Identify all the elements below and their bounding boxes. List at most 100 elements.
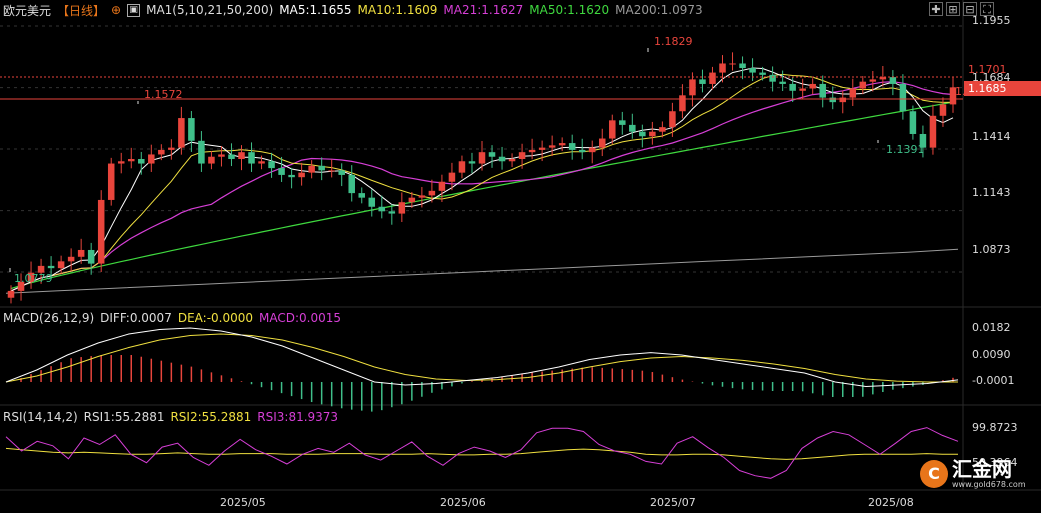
brand-logo: C 汇金网 www.gold678.com xyxy=(920,454,1038,494)
candle-body xyxy=(949,87,957,105)
candle-body xyxy=(719,63,726,73)
last-price-tag xyxy=(964,81,1041,96)
candle-body xyxy=(859,81,867,89)
candle-body xyxy=(7,290,15,298)
price-panel-header: 欧元美元 【日线】 ⊕ ▣ MA1(5,10,21,50,200) MA5:1.… xyxy=(3,2,703,18)
candle-body xyxy=(929,115,937,148)
candle-body xyxy=(168,147,175,150)
candle-body xyxy=(919,133,927,148)
annotation-low-aug: 1.1391 xyxy=(886,143,925,156)
ma200-line xyxy=(5,248,959,294)
candle-body xyxy=(458,161,466,173)
candle-body xyxy=(258,161,265,164)
logo-icon: C xyxy=(920,460,948,488)
candle-body xyxy=(408,197,416,203)
x-axis-label: 2025/07 xyxy=(650,496,696,509)
candle-body xyxy=(348,174,355,194)
candle-body xyxy=(789,83,796,91)
candle-body xyxy=(67,256,75,262)
candle-body xyxy=(689,79,696,96)
candle-body xyxy=(198,140,205,164)
candle-body xyxy=(869,79,877,82)
candle-body xyxy=(37,265,45,273)
ma-group-label: MA1(5,10,21,50,200) xyxy=(146,3,274,17)
macd-diff-value: DIFF:0.0007 xyxy=(100,311,172,325)
settings-icon[interactable]: ⊕ xyxy=(111,3,122,17)
candle-body xyxy=(939,104,947,116)
candle-body xyxy=(398,202,406,214)
candle-body xyxy=(488,152,496,157)
candle-body xyxy=(849,88,857,98)
price-axis-label: 1.1955 xyxy=(972,14,1011,27)
ma5-line xyxy=(10,67,954,292)
macd-value: MACD:0.0015 xyxy=(259,311,342,325)
rsi2-line xyxy=(5,447,958,460)
price-axis-label: 1.1143 xyxy=(972,186,1011,199)
candle-body xyxy=(829,97,836,103)
candle-body xyxy=(218,154,225,157)
candle-body xyxy=(548,145,556,148)
candle-body xyxy=(659,127,666,132)
candle-body xyxy=(769,74,776,82)
zoom-out-icon[interactable]: ⊟ xyxy=(963,2,977,16)
candle-body xyxy=(388,211,396,214)
annotation-ref-1701: 1.1701 xyxy=(968,63,1007,76)
candle-body xyxy=(508,159,516,162)
candle-body xyxy=(498,156,506,162)
rsi1-value: RSI1:55.2881 xyxy=(83,410,165,424)
candle-body xyxy=(57,261,65,269)
candle-body xyxy=(639,131,646,137)
macd-axis-label: 0.0090 xyxy=(972,348,1011,361)
ma10-line xyxy=(10,73,954,292)
x-axis-label: 2025/08 xyxy=(868,496,914,509)
rsi-axis-label: 99.8723 xyxy=(972,421,1018,434)
indicator-icon[interactable]: ▣ xyxy=(127,3,141,17)
logo-url: www.gold678.com xyxy=(952,480,1026,489)
candle-body xyxy=(538,147,546,150)
candle-body xyxy=(148,154,155,164)
price-axis-label: 1.1414 xyxy=(972,130,1011,143)
crosshair-icon[interactable]: ✚ xyxy=(929,2,943,16)
candle-body xyxy=(619,120,626,125)
candle-body xyxy=(669,111,676,128)
period-label[interactable]: 【日线】 xyxy=(57,3,106,18)
macd-dea-line xyxy=(5,333,958,383)
macd-panel-header: MACD(26,12,9) DIFF:0.0007 DEA:-0.0000 MA… xyxy=(3,310,341,326)
candle-body xyxy=(779,81,786,84)
ma21-value: MA21:1.1627 xyxy=(443,3,524,17)
candles-group xyxy=(7,52,957,304)
candle-body xyxy=(298,172,305,178)
macd-axis-label: -0.0001 xyxy=(972,374,1014,387)
zoom-in-icon[interactable]: ⊞ xyxy=(946,2,960,16)
logo-name: 汇金网 xyxy=(952,457,1012,481)
candle-body xyxy=(208,156,215,164)
rsi-name[interactable]: RSI(14,14,2) xyxy=(3,410,78,424)
fullscreen-icon[interactable]: ⛶ xyxy=(980,2,994,16)
x-axis-label: 2025/06 xyxy=(440,496,486,509)
candle-body xyxy=(188,118,195,141)
candle-body xyxy=(318,165,325,171)
candle-body xyxy=(679,95,686,112)
macd-axis-label: 0.0182 xyxy=(972,321,1011,334)
candle-body xyxy=(809,83,816,89)
candle-body xyxy=(97,199,105,264)
candle-body xyxy=(629,124,636,132)
macd-name[interactable]: MACD(26,12,9) xyxy=(3,311,95,325)
macd-diff-line xyxy=(5,327,959,388)
candle-body xyxy=(799,88,806,91)
ma5-value: MA5:1.1655 xyxy=(279,3,352,17)
candle-body xyxy=(77,249,85,257)
candle-body xyxy=(338,170,345,175)
candle-body xyxy=(238,152,245,159)
candle-body xyxy=(909,111,917,134)
x-axis-label: 2025/05 xyxy=(220,496,266,509)
candle-body xyxy=(378,206,386,212)
candle-body xyxy=(729,63,736,65)
candle-body xyxy=(128,159,135,162)
ma10-value: MA10:1.1609 xyxy=(357,3,438,17)
candle-body xyxy=(268,161,275,169)
candle-body xyxy=(578,149,586,153)
ma200-value: MA200:1.0973 xyxy=(615,3,703,17)
ma50-line xyxy=(10,101,954,290)
